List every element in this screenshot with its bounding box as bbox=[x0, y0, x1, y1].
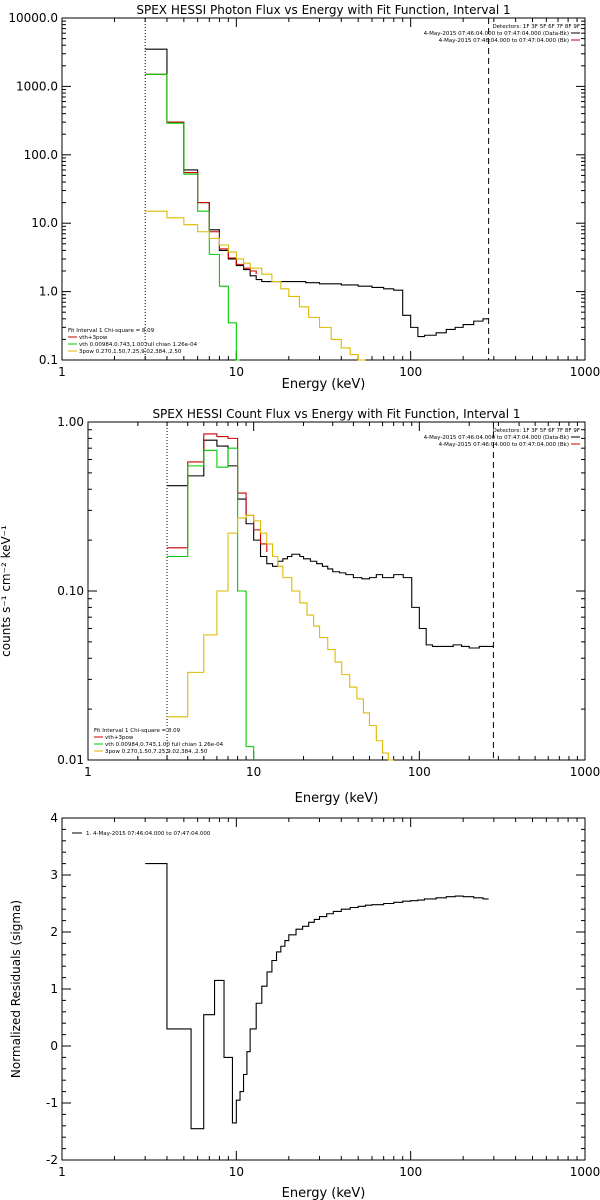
chart3-y-tick-label: 4 bbox=[50, 811, 58, 825]
chart2-y-tick-label: 0.01 bbox=[57, 753, 84, 767]
chart1-legend-title: Fit Interval 1 Chi-square = 8.09 bbox=[68, 328, 155, 334]
chart1-detectors: Detectors: 1F 3F 5F 6F 7F 8F 9F bbox=[492, 24, 580, 30]
chart3-legend-entry: 1. 4-May-2015 07:46:04.000 to 07:47:04.0… bbox=[86, 831, 211, 837]
chart1-legend-entry: 3pow 0.270,1.50,7.25,9.02,384.,2.50 bbox=[79, 349, 182, 355]
chart3-y-tick-label: -1 bbox=[46, 1096, 58, 1110]
chart2-x-tick-label: 1000 bbox=[570, 765, 600, 779]
chart2-legend-entry: vth+3pow bbox=[105, 735, 134, 741]
chart1-y-tick-label: 1.0 bbox=[39, 285, 58, 299]
chart1-header-entry: 4-May-2015 07:46:04.000 to 07:47:04.000 … bbox=[439, 38, 569, 44]
chart3-x-tick-label: 1000 bbox=[570, 1165, 600, 1179]
chart1-series-4 bbox=[145, 210, 366, 361]
chart2-series-3 bbox=[167, 447, 255, 760]
chart1-y-tick-label: 1000.0 bbox=[16, 79, 58, 93]
chart2-header-entry: 4-May-2015 07:46:04.000 to 07:47:04.000 … bbox=[424, 435, 569, 441]
chart1-y-tick-label: 10000.0 bbox=[8, 11, 58, 25]
chart2-series-4 bbox=[167, 514, 394, 761]
chart2-x-tick-label: 10 bbox=[246, 765, 261, 779]
chart2-y-tick-label: 0.10 bbox=[57, 584, 84, 598]
chart2-detectors: Detectors: 1F 3F 5F 6F 7F 8F 9F bbox=[492, 428, 580, 434]
chart2-x-tick-label: 100 bbox=[408, 765, 431, 779]
chart3-series-1 bbox=[145, 863, 489, 1130]
chart1-series-3 bbox=[145, 73, 241, 361]
chart2-title: SPEX HESSI Count Flux vs Energy with Fit… bbox=[152, 407, 520, 421]
chart2-y-axis-label: counts s⁻¹ cm⁻² keV⁻¹ bbox=[0, 525, 13, 657]
chart2-series-1 bbox=[167, 439, 494, 649]
chart1-plot-frame bbox=[61, 17, 586, 361]
chart1-x-tick-label: 1000 bbox=[570, 365, 600, 379]
chart1-x-tick-label: 10 bbox=[229, 365, 244, 379]
chart3-x-tick-label: 1 bbox=[58, 1165, 66, 1179]
chart1-y-tick-label: 10.0 bbox=[31, 216, 58, 230]
chart1-title: SPEX HESSI Photon Flux vs Energy with Fi… bbox=[136, 3, 510, 17]
chart3-y-axis-label: Normalized Residuals (sigma) bbox=[9, 900, 23, 1078]
chart3-y-tick-label: 1 bbox=[50, 982, 58, 996]
chart1-x-axis-label: Energy (keV) bbox=[282, 377, 366, 392]
chart3-y-tick-label: 3 bbox=[50, 868, 58, 882]
chart1-header-entry: 4-May-2015 07:46:04.000 to 07:47:04.000 … bbox=[424, 31, 569, 37]
chart3-y-tick-label: 0 bbox=[50, 1039, 58, 1053]
chart1-series-2 bbox=[145, 73, 257, 275]
chart1-series-1 bbox=[145, 48, 489, 338]
chart3-x-axis-label: Energy (keV) bbox=[282, 1186, 366, 1200]
chart2-plot-frame bbox=[87, 421, 586, 761]
chart1-legend-entry: vth+3pow bbox=[79, 335, 108, 341]
chart1-y-tick-label: 0.1 bbox=[39, 353, 58, 367]
chart2-legend-entry: 3pow 0.270,1.50,7.25,9.02,384.,2.50 bbox=[105, 749, 208, 755]
chart3-y-tick-label: 2 bbox=[50, 925, 58, 939]
chart3-x-tick-label: 100 bbox=[399, 1165, 422, 1179]
chart2-x-axis-label: Energy (keV) bbox=[295, 791, 379, 806]
chart2-series-2 bbox=[167, 433, 268, 553]
chart2-header-entry: 4-May-2015 07:46:04.000 to 07:47:04.000 … bbox=[439, 442, 569, 448]
chart1-legend-entry: vth 0.00984,0.743,1.00 full chian 1.26e-… bbox=[79, 342, 198, 348]
chart1-x-tick-label: 100 bbox=[399, 365, 422, 379]
chart3-plot-frame bbox=[61, 817, 586, 1161]
chart3-x-tick-label: 10 bbox=[229, 1165, 244, 1179]
chart2-legend-entry: vth 0.00984,0.743,1.00 full chian 1.26e-… bbox=[105, 742, 224, 748]
chart2-y-tick-label: 1.00 bbox=[57, 415, 84, 429]
chart2-legend-title: Fit Interval 1 Chi-square = 8.09 bbox=[94, 728, 181, 734]
chart3-y-tick-label: -2 bbox=[46, 1153, 58, 1167]
chart1-y-tick-label: 100.0 bbox=[24, 148, 58, 162]
chart2-x-tick-label: 1 bbox=[84, 765, 92, 779]
chart1-x-tick-label: 1 bbox=[58, 365, 66, 379]
